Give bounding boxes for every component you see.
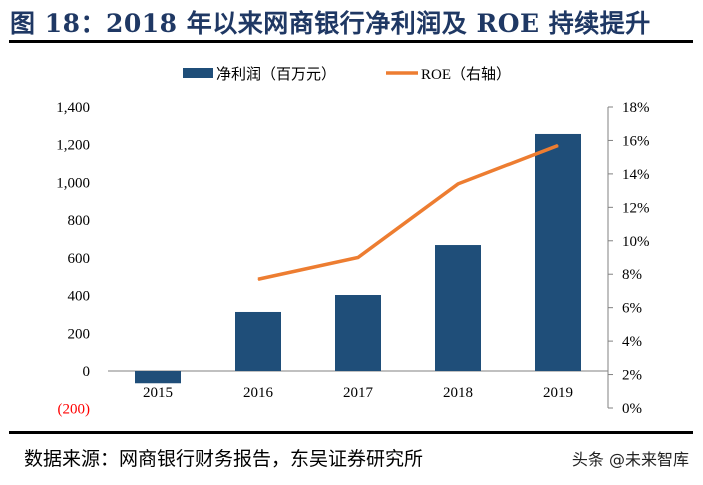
left-tick-label: (200): [58, 402, 91, 418]
left-tick-label: 400: [68, 289, 91, 305]
top-rule: [9, 40, 693, 43]
x-tick-label: 2017: [343, 385, 374, 401]
right-tick-label: 16%: [622, 133, 650, 149]
bar-2015: [135, 371, 181, 384]
x-tick-label: 2016: [243, 385, 274, 401]
source-note: 数据来源：网商银行财务报告，东吴证券研究所: [24, 448, 424, 470]
left-tick-label: 1,400: [56, 100, 90, 116]
left-tick-label: 200: [68, 326, 91, 342]
right-tick-label: 4%: [622, 334, 642, 350]
right-tick-label: 8%: [622, 267, 642, 283]
bar-2016: [235, 311, 281, 371]
bottom-rule: [9, 431, 693, 434]
right-tick-label: 14%: [622, 167, 650, 183]
bar-2018: [435, 245, 481, 371]
watermark: 头条 @未来智库: [571, 446, 689, 470]
left-tick-label: 800: [68, 213, 91, 229]
figure-title: 图 18：2018 年以来网商银行净利润及 ROE 持续提升: [10, 9, 651, 38]
legend-swatch-net-profit: [183, 68, 213, 78]
left-tick-label: 600: [68, 251, 91, 267]
right-tick-label: 12%: [622, 200, 650, 216]
right-tick-label: 10%: [622, 234, 650, 250]
right-tick-label: 6%: [622, 301, 642, 317]
bar-2019: [535, 133, 581, 371]
x-tick-label: 2015: [143, 385, 173, 401]
left-tick-label: 1,000: [56, 175, 90, 191]
roe-point-2016: [257, 278, 259, 280]
bar-2017: [335, 295, 381, 371]
legend-label-net-profit: 净利润（百万元）: [216, 66, 336, 83]
roe-line: [257, 143, 559, 281]
chart: 0% 2% 4% 6% 8% 10% 12% 14% 16% 18% (200) 0 200 400 600…: [56, 66, 650, 418]
left-tick-label: 0: [83, 364, 91, 380]
x-tick-label: 2018: [443, 385, 473, 401]
x-tick-label: 2019: [543, 385, 573, 401]
left-tick-label: 1,200: [56, 138, 90, 154]
roe-point-2018: [457, 183, 459, 185]
roe-point-2019: [557, 144, 559, 146]
right-tick-label: 0%: [622, 401, 642, 417]
roe-point-2017: [357, 257, 359, 258]
right-tick-label: 2%: [622, 368, 642, 384]
right-tick-label: 18%: [622, 100, 650, 116]
legend-label-roe: ROE（右轴）: [421, 66, 511, 83]
